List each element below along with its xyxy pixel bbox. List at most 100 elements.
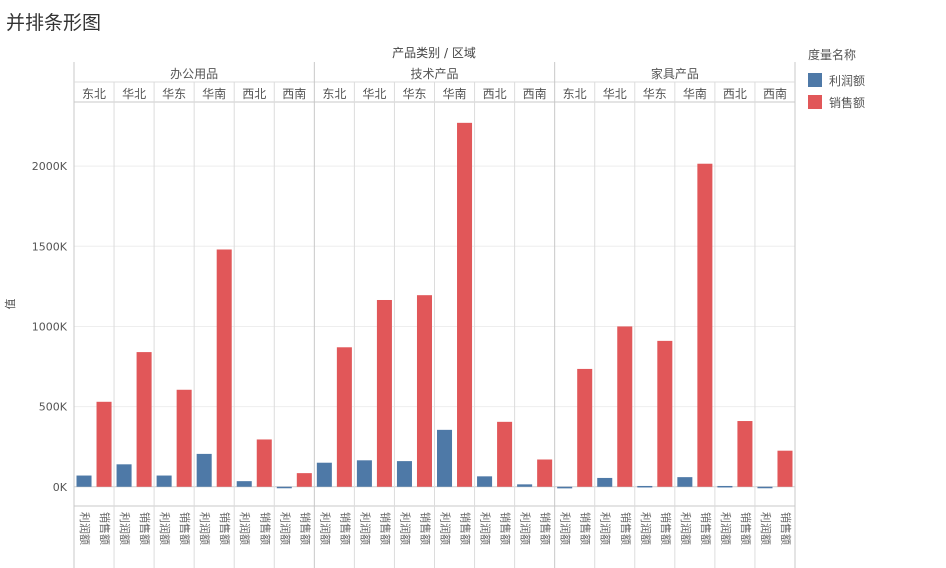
bar-profit <box>196 453 212 487</box>
bar-sales <box>256 439 272 487</box>
y-tick-label: 1500K <box>32 240 68 253</box>
region-label: 西北 <box>483 87 507 101</box>
measure-label: 利润额 <box>719 512 733 545</box>
measure-label: 利润额 <box>198 512 212 545</box>
y-tick-label: 500K <box>39 401 68 414</box>
legend-item-sales[interactable]: 销售额 <box>808 91 865 113</box>
bar-sales <box>296 473 312 487</box>
measure-label: 销售额 <box>178 512 192 545</box>
measure-label: 销售额 <box>539 512 553 545</box>
bar-sales <box>457 122 473 487</box>
chart-frame <box>73 62 796 568</box>
bar-sales <box>657 340 673 487</box>
measure-label: 利润额 <box>398 512 412 545</box>
region-label: 华东 <box>402 87 426 101</box>
y-axis-title: 值 <box>4 299 17 310</box>
measure-labels: 利润额 销售额 利润额 销售额 利润额 销售额 利润额 销售额 利润额 销售额 利润额 销售额 利润额销… <box>78 512 793 545</box>
measure-label: 销售额 <box>98 512 112 545</box>
bar-sales <box>416 295 432 487</box>
legend-label-profit: 利润额 <box>829 73 866 88</box>
category-label: 办公用品 <box>170 66 218 81</box>
y-tick-label: 0K <box>53 481 68 494</box>
bar-profit <box>276 486 292 489</box>
measure-label: 销售额 <box>298 512 312 545</box>
bar-profit <box>116 464 132 487</box>
measure-label: 利润额 <box>439 512 453 545</box>
measure-label: 销售额 <box>739 512 753 545</box>
region-label: 西南 <box>523 86 547 101</box>
legend: 度量名称 利润额 销售额 <box>808 46 865 113</box>
bar-profit <box>356 460 372 487</box>
measure-label: 销售额 <box>138 512 152 545</box>
region-label: 东北 <box>82 87 106 101</box>
bars <box>76 122 793 489</box>
measure-label: 利润额 <box>519 512 533 545</box>
measure-label: 销售额 <box>258 512 272 545</box>
measure-label: 利润额 <box>358 512 372 545</box>
bar-profit <box>717 485 733 488</box>
bar-profit <box>597 477 613 487</box>
columns-header-label: 产品类别 / 区域 <box>392 46 476 60</box>
measure-label: 销售额 <box>218 512 232 545</box>
bar-profit <box>477 476 493 487</box>
bar-profit <box>396 461 412 487</box>
legend-label-sales: 销售额 <box>829 95 866 110</box>
region-label: 华东 <box>162 87 186 101</box>
bar-profit <box>757 486 773 489</box>
legend-title: 度量名称 <box>808 48 857 62</box>
measure-label: 销售额 <box>779 512 793 545</box>
measure-label: 销售额 <box>619 512 633 545</box>
measure-label: 销售额 <box>338 512 352 545</box>
bar-sales <box>96 401 112 487</box>
category-label: 家具产品 <box>651 66 699 81</box>
measure-label: 利润额 <box>759 512 773 545</box>
region-label: 西南 <box>763 86 787 101</box>
y-tick-label: 2000K <box>32 160 68 173</box>
y-axis: 值 0K 500K 1000K 1500K 2000K <box>4 160 68 494</box>
bar-profit <box>156 475 172 487</box>
legend-swatch-profit <box>808 73 822 87</box>
measure-label: 利润额 <box>639 512 653 545</box>
region-label: 西北 <box>242 87 266 101</box>
measure-label: 销售额 <box>699 512 713 545</box>
measure-label: 销售额 <box>378 512 392 545</box>
region-label: 华北 <box>362 87 386 101</box>
region-label: 华南 <box>202 86 226 101</box>
bar-sales <box>777 450 793 487</box>
legend-item-profit[interactable]: 利润额 <box>808 69 865 91</box>
bar-sales <box>577 368 593 487</box>
bar-profit <box>517 484 533 487</box>
bar-profit <box>677 477 693 487</box>
measure-label: 利润额 <box>318 512 332 545</box>
measure-label: 利润额 <box>278 512 292 545</box>
category-label: 技术产品 <box>410 67 458 81</box>
measure-label: 销售额 <box>579 512 593 545</box>
bar-sales <box>136 352 152 487</box>
measure-label: 利润额 <box>479 512 493 545</box>
bar-sales <box>737 421 753 487</box>
bar-sales <box>497 421 513 487</box>
measure-label: 利润额 <box>78 512 92 545</box>
bar-sales <box>216 249 232 487</box>
bar-profit <box>437 429 453 487</box>
region-label: 西北 <box>723 87 747 101</box>
measure-label: 利润额 <box>238 512 252 545</box>
region-label: 东北 <box>322 87 346 101</box>
region-label: 西南 <box>282 86 306 101</box>
measure-label: 利润额 <box>679 512 693 545</box>
legend-swatch-sales <box>808 95 822 109</box>
bar-profit <box>236 481 252 487</box>
bar-profit <box>637 485 653 488</box>
y-tick-label: 1000K <box>32 320 68 333</box>
page-title: 并排条形图 <box>6 12 102 34</box>
bar-sales <box>537 459 553 487</box>
bar-sales <box>336 347 352 487</box>
measure-label: 利润额 <box>599 512 613 545</box>
region-label: 华东 <box>643 87 667 101</box>
measure-label: 利润额 <box>158 512 172 545</box>
bar-profit <box>316 462 332 487</box>
measure-label: 销售额 <box>418 512 432 545</box>
region-label: 华北 <box>122 87 146 101</box>
bar-profit <box>557 486 573 489</box>
